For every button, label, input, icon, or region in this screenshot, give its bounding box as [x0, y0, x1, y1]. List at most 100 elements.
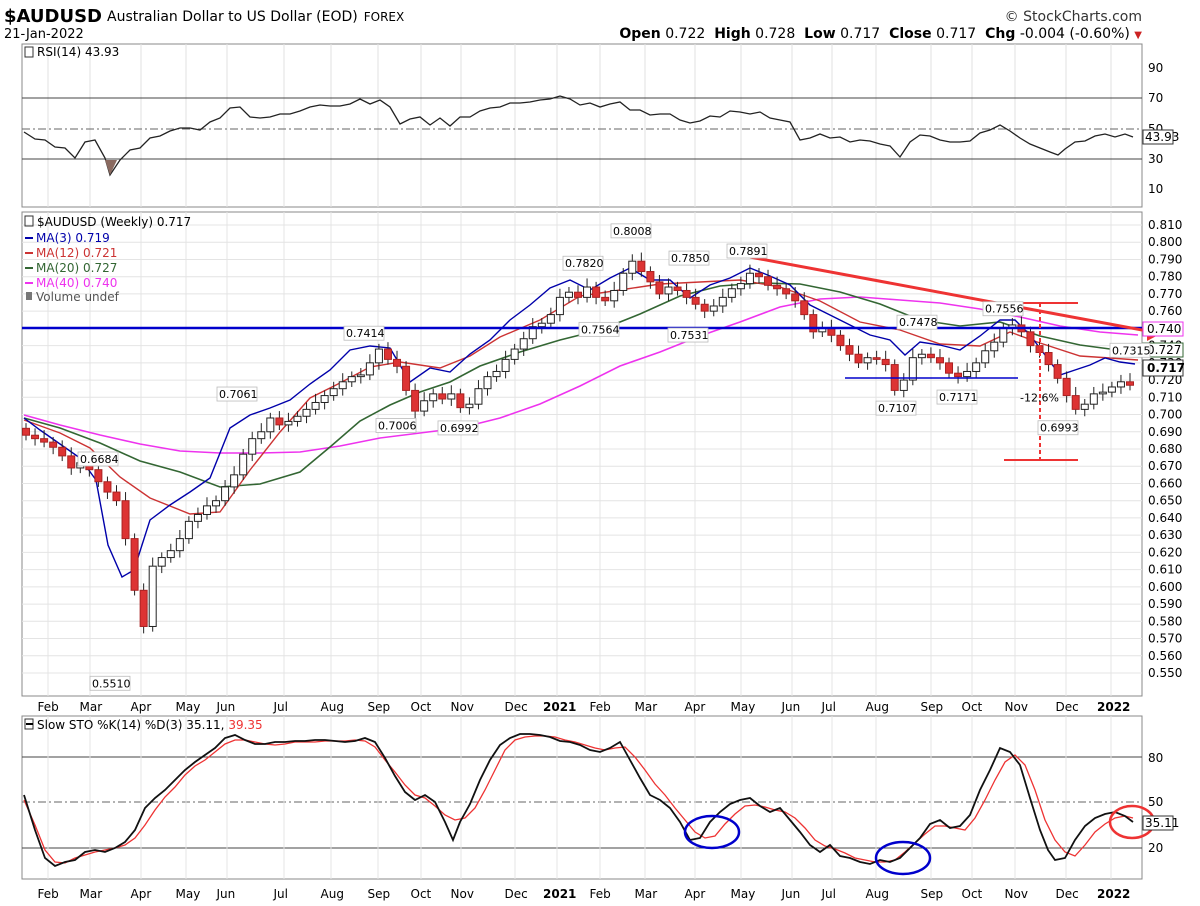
x-axis-label: Apr [685, 700, 706, 714]
candle-body [40, 438, 49, 443]
price-annotation-box [896, 314, 938, 330]
candle-body [67, 455, 76, 469]
stoch-value-tag [1142, 815, 1174, 831]
candle-body [836, 334, 845, 347]
x-axis-label: 2021 [543, 700, 576, 714]
x-axis-label: Jun [781, 887, 801, 901]
candle-body [483, 376, 492, 390]
x-axis-label: Apr [131, 700, 152, 714]
candle-body [700, 303, 709, 312]
candle-body [926, 353, 935, 359]
price-tick: 0.720 [1148, 373, 1182, 387]
x-axis-label: Aug [321, 700, 344, 714]
candle-body [456, 393, 465, 409]
price-tick: 0.710 [1148, 390, 1182, 404]
price-panel [21, 211, 1143, 697]
candle-body [320, 395, 329, 403]
price-tick: 0.760 [1148, 304, 1182, 318]
price-annotation: 0.7171 [939, 391, 978, 404]
drop-percent-label: -12.6% [1020, 391, 1059, 404]
ma20-tag-label: 0.727 [1147, 343, 1181, 357]
candle-body [31, 434, 40, 440]
candle-body [827, 327, 836, 336]
price-annotation: 0.7564 [581, 323, 620, 336]
x-axis-label: Aug [321, 887, 344, 901]
rsi-panel [21, 43, 1143, 208]
candle-body [1044, 352, 1053, 366]
x-axis-label: Feb [38, 887, 59, 901]
price-tick: 0.660 [1148, 476, 1182, 490]
price-tick: 0.600 [1148, 580, 1182, 594]
price-annotation: 0.7891 [729, 245, 768, 258]
price-annotation: 0.7315 [1112, 344, 1151, 357]
candle-body [655, 281, 664, 295]
price-annotation: 0.7061 [219, 388, 258, 401]
price-tick: 0.590 [1148, 597, 1182, 611]
x-axis-price: Feb Mar Apr May Jun Jul Aug Sep Oct Nov Dec 2021 Feb… [38, 700, 1131, 714]
price-tick: 0.610 [1148, 563, 1182, 577]
x-axis-label: Dec [505, 887, 528, 901]
candle-body [881, 358, 890, 366]
legend-swatch-volume [26, 292, 32, 300]
candle-body [899, 379, 908, 391]
candle-body [22, 427, 30, 436]
candle-body [184, 520, 193, 540]
symbol[interactable]: $AUDUSD [4, 6, 102, 27]
candle-body [809, 314, 818, 333]
x-axis-label: Dec [1056, 887, 1079, 901]
candle-body [528, 326, 537, 340]
candle-body [266, 417, 275, 433]
candle-body [438, 393, 447, 400]
price-tick: 0.800 [1148, 235, 1182, 249]
rsi-tick: 90 [1148, 61, 1163, 75]
legend-ma40: MA(40) 0.740 [36, 276, 117, 290]
price-tick: 0.580 [1148, 614, 1182, 628]
stoch-tick: 50 [1148, 795, 1163, 809]
x-axis-label: Jul [273, 887, 288, 901]
candle-body [954, 372, 963, 378]
x-axis-label: Mar [635, 887, 658, 901]
rsi-line [23, 95, 1134, 177]
candle-body [510, 348, 519, 360]
candle-body [212, 500, 221, 507]
stoch-legend-d: 39.35 [228, 718, 262, 732]
price-tick: 0.670 [1148, 459, 1182, 473]
candle-body [148, 565, 157, 627]
x-axis-label: Mar [635, 700, 658, 714]
candle-body [1107, 386, 1116, 393]
candle-body [999, 327, 1008, 343]
x-axis-label: Oct [411, 887, 432, 901]
candle-body [574, 291, 582, 298]
candle-body [49, 441, 58, 448]
rsi-tick: 30 [1148, 152, 1163, 166]
high-value: 0.728 [755, 26, 796, 42]
brand[interactable]: © StockCharts.com [1004, 9, 1142, 25]
candle-body [275, 417, 284, 426]
candle-body [754, 272, 763, 278]
x-axis-label: Aug [866, 887, 889, 901]
candle-body [447, 393, 456, 400]
low-value: 0.717 [840, 26, 881, 42]
price-annotation: 0.6992 [440, 422, 479, 435]
candle-body [963, 370, 972, 378]
exchange: FOREX [363, 10, 405, 24]
candle-body [610, 289, 619, 302]
price-tick: 0.550 [1148, 666, 1182, 680]
x-axis-label: Nov [1005, 700, 1028, 714]
x-axis-label: Sep [921, 700, 944, 714]
candle-body [800, 300, 809, 316]
price-annotation-box [77, 451, 119, 467]
price-tick: 0.630 [1148, 528, 1182, 542]
x-axis-label: Aug [866, 700, 889, 714]
legend-icon [24, 215, 34, 227]
candle-body [1071, 395, 1080, 410]
price-annotation-box [726, 243, 768, 259]
candle-body [637, 260, 646, 273]
x-axis-label: Mar [80, 700, 103, 714]
price-legend-title: $AUDUSD (Weekly) 0.717 [37, 215, 191, 229]
open-value: 0.722 [665, 26, 706, 42]
stoch-tick: 80 [1148, 751, 1163, 765]
down-arrow-icon: ▼ [1134, 30, 1142, 41]
last-price-tag [1142, 359, 1184, 377]
